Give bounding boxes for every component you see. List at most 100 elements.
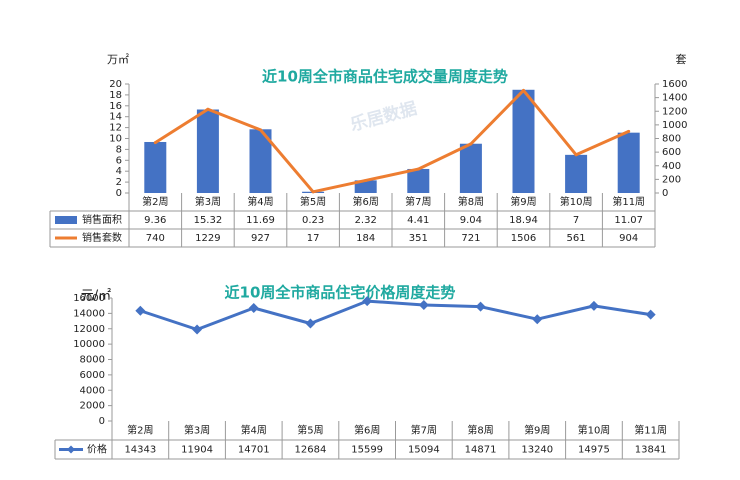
- chart2-left-tick-label: 14000: [73, 308, 105, 319]
- chart1-bar: [196, 109, 219, 193]
- chart1-area-value: 9.36: [144, 215, 166, 226]
- chart1-category-label: 第10周: [560, 195, 593, 208]
- chart1-area-value: 4.41: [407, 215, 429, 226]
- chart1-units-line: [154, 88, 630, 194]
- chart1-bar: [565, 154, 588, 193]
- chart1-units-value: 1229: [195, 233, 220, 244]
- chart1-units-value: 17: [307, 233, 320, 244]
- chart1-title: 近10周全市商品住宅成交量周度走势: [262, 68, 508, 86]
- chart2-category-label: 第4周: [241, 424, 267, 437]
- chart1-left-unit: 万㎡: [107, 53, 129, 66]
- chart1-left-tick-label: 16: [109, 101, 122, 112]
- chart1-units-value: 184: [356, 233, 375, 244]
- chart1-right-tick-label: 400: [662, 161, 681, 172]
- chart1-bar: [407, 168, 430, 193]
- chart1-left-tick-label: 10: [109, 134, 122, 145]
- chart1-units-point: [206, 107, 210, 111]
- chart2-price-marker: [362, 296, 373, 307]
- watermark-logo: 乐居数据: [348, 98, 419, 136]
- chart1-area-value: 0.23: [302, 215, 324, 226]
- chart2-price-value: 11904: [181, 445, 213, 456]
- chart2-category-label: 第11周: [634, 424, 667, 437]
- chart2-category-label: 第5周: [297, 424, 323, 437]
- chart2-left-tick-label: 0: [99, 416, 105, 427]
- chart2-category-label: 第6周: [354, 424, 380, 437]
- chart1-units-value: 904: [619, 233, 638, 244]
- chart1-category-label: 第5周: [300, 195, 326, 208]
- chart1-units-point: [153, 141, 157, 145]
- chart1-area-value: 7: [573, 215, 579, 226]
- chart1-units-point: [364, 178, 368, 182]
- chart1-units-point: [311, 190, 315, 194]
- chart2-legend-price: 价格: [87, 443, 107, 456]
- chart1-category-label: 第7周: [405, 195, 431, 208]
- chart2-price-marker: [475, 301, 486, 312]
- chart2-legend-key-marker: [67, 445, 75, 454]
- chart2-price-marker: [418, 299, 429, 310]
- chart2-price-value: 14701: [238, 445, 270, 456]
- chart1-units-value: 561: [567, 233, 586, 244]
- chart2-category-label: 第3周: [184, 424, 210, 437]
- chart1-right-tick-label: 600: [662, 147, 681, 158]
- chart1-category-label: 第6周: [353, 195, 379, 208]
- chart2-price-marker: [532, 314, 543, 325]
- chart1-right-tick-label: 1000: [662, 120, 687, 131]
- chart1-left-tick-label: 0: [116, 188, 122, 199]
- chart1-units-point: [522, 88, 525, 92]
- chart1-left-tick-label: 20: [109, 79, 122, 90]
- chart1-area-value: 11.69: [246, 215, 275, 226]
- chart2-price-value: 14343: [124, 445, 156, 456]
- chart2-price-value: 14871: [465, 445, 497, 456]
- chart1-right-tick-label: 0: [662, 188, 668, 199]
- chart1-left-tick-label: 2: [116, 177, 122, 188]
- chart1-units-point: [416, 167, 420, 171]
- chart1-units-value: 1506: [511, 233, 536, 244]
- chart2-price-value: 12684: [295, 445, 327, 456]
- chart1-units-point: [259, 128, 262, 132]
- chart1-left-tick-label: 6: [116, 155, 122, 166]
- chart2-price-value: 15094: [408, 445, 440, 456]
- chart1-right-tick-label: 1200: [662, 106, 687, 117]
- chart1-right-tick-label: 200: [662, 174, 681, 185]
- chart1-area-value: 9.04: [460, 215, 482, 226]
- chart1-units-point: [627, 129, 631, 133]
- chart1-bar: [354, 180, 377, 193]
- chart2-category-label: 第7周: [411, 424, 437, 437]
- chart1-left-tick-label: 14: [109, 112, 122, 123]
- chart1-legend-units: 销售套数: [82, 231, 122, 244]
- chart1-bar: [144, 141, 167, 193]
- chart2-left-tick-label: 4000: [80, 385, 105, 396]
- chart1-legend-area: 销售面积: [82, 213, 122, 226]
- chart1-area-value: 11.07: [614, 215, 643, 226]
- chart1-left-tick-label: 8: [116, 144, 122, 155]
- chart2-category-label: 第2周: [127, 424, 153, 437]
- chart1-units-point: [469, 142, 473, 146]
- chart2-price-line: [139, 299, 651, 331]
- chart2-left-tick-label: 8000: [80, 355, 105, 366]
- chart2-price-marker: [135, 305, 146, 316]
- chart2-price-marker: [305, 318, 316, 329]
- chart1-left-tick-label: 4: [116, 166, 122, 177]
- chart2-left-unit: 元/㎡: [81, 289, 111, 304]
- chart1-left-tick-label: 12: [109, 123, 122, 134]
- chart1-area-value: 18.94: [509, 215, 538, 226]
- chart1-bar: [249, 129, 272, 193]
- chart1-bar: [459, 143, 482, 193]
- chart2-price-value: 14975: [578, 445, 610, 456]
- chart1-right-tick-label: 1400: [662, 93, 687, 104]
- chart1-bar: [512, 89, 535, 193]
- chart2-price-marker: [588, 300, 599, 311]
- chart1-right-unit: 套: [676, 53, 687, 66]
- chart1-units-value: 927: [251, 233, 270, 244]
- chart1-units-value: 351: [409, 233, 428, 244]
- chart2-price-marker: [645, 309, 656, 320]
- chart2-left-tick-label: 6000: [80, 370, 105, 381]
- chart2-price-value: 13240: [521, 445, 553, 456]
- chart1-units-point: [574, 153, 578, 157]
- chart1-legend-key-area: [55, 216, 77, 224]
- chart2-left-tick-label: 12000: [73, 324, 105, 335]
- chart1-right-tick-label: 800: [662, 134, 681, 145]
- chart2-category-label: 第10周: [578, 424, 611, 437]
- chart1-category-label: 第11周: [612, 195, 645, 208]
